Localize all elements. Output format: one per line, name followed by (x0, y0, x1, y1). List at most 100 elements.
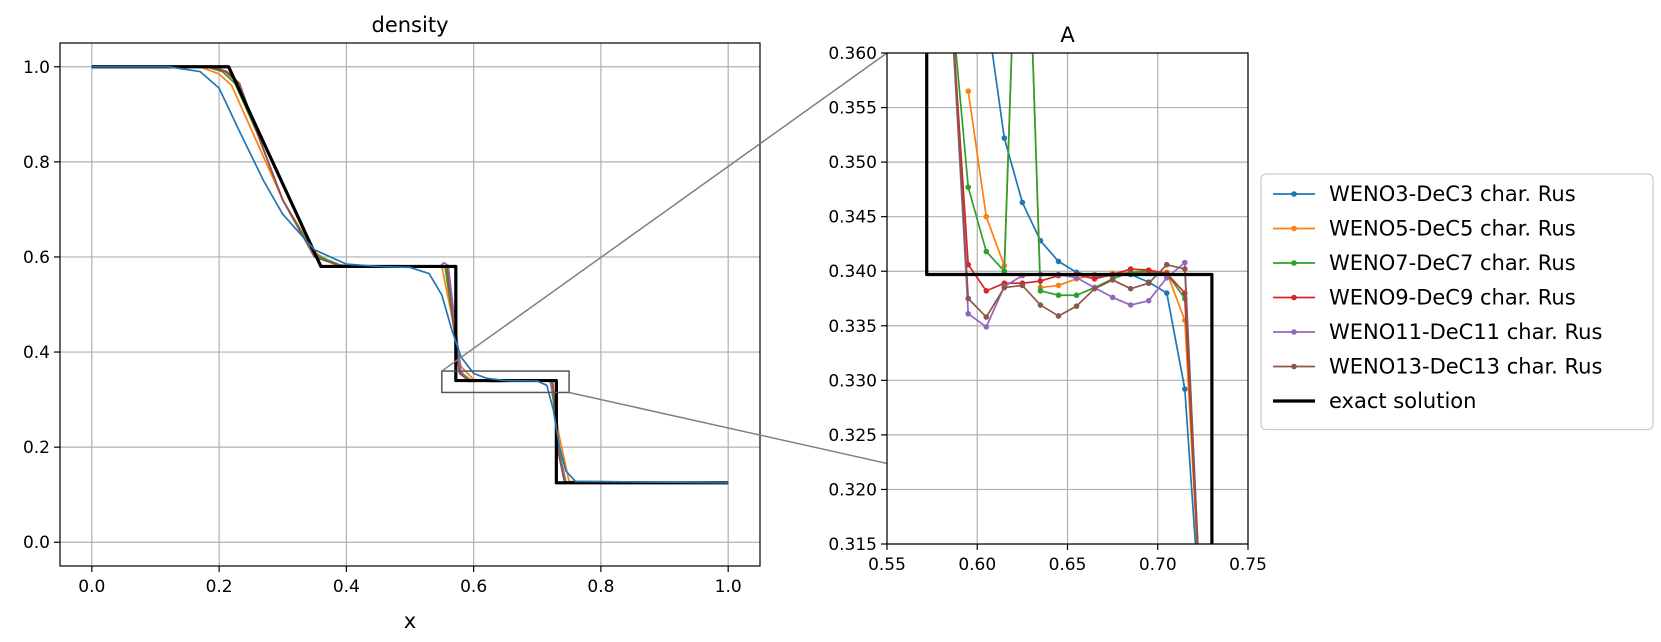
zoom-point-weno13-dec13-char-rus (1145, 280, 1152, 287)
legend-label: WENO3-DeC3 char. Rus (1329, 182, 1576, 206)
main-xtick-label: 0.8 (587, 577, 614, 597)
zoom-point-weno13-dec13-char-rus (1127, 285, 1134, 292)
zoom-point-weno11-dec11-char-rus (983, 324, 990, 330)
zoom-point-weno3-dec3-char-rus (1019, 199, 1026, 206)
main-axes-frame (59, 42, 761, 567)
legend-label: WENO5-DeC5 char. Rus (1329, 217, 1576, 241)
main-ytick-label: 0.8 (23, 153, 50, 173)
legend-label: WENO11-DeC11 char. Rus (1329, 320, 1602, 344)
zoom-point-weno11-dec11-char-rus (1073, 274, 1080, 281)
zoom-point-weno3-dec3-char-rus (1182, 386, 1188, 392)
zoom-point-weno13-dec13-char-rus (1037, 302, 1044, 308)
main-xtick-label: 1.0 (715, 577, 742, 597)
zoom-panel: 0.55 0.60 0.65 0.70 0.75 0.315 0.320 0.325 0.330… (828, 7, 1267, 575)
zoom-point-weno13-dec13-char-rus (1182, 266, 1188, 272)
zoom-point-weno11-dec11-char-rus (1127, 302, 1134, 308)
zoom-xtick-label: 0.70 (1139, 555, 1177, 575)
legend-marker (1291, 225, 1297, 232)
zoom-ticks: 0.55 0.60 0.65 0.70 0.75 0.315 0.320 0.325 0.330… (828, 44, 1267, 575)
zoom-point-weno7-dec7-char-rus (1055, 292, 1062, 299)
main-xtick-label: 0.2 (206, 577, 233, 597)
zoom-point-weno9-dec9-char-rus (1127, 266, 1134, 272)
zoom-point-weno13-dec13-char-rus (965, 295, 972, 302)
zoom-point-weno5-dec5-char-rus (983, 213, 990, 220)
main-series-weno3-dec3-char-rus (91, 65, 729, 484)
zoom-point-weno11-dec11-char-rus (965, 310, 972, 317)
zoom-title: A (1060, 23, 1075, 47)
main-series-weno11-dec11-char-rus (91, 65, 729, 484)
main-series-weno13-dec13-char-rus (91, 65, 729, 484)
zoom-point-weno13-dec13-char-rus (1163, 261, 1170, 268)
zoom-ytick-label: 0.360 (828, 44, 877, 64)
zoom-point-weno13-dec13-char-rus (1073, 303, 1080, 309)
main-ytick-label: 1.0 (23, 58, 50, 78)
legend-marker (1291, 260, 1297, 266)
main-series-exact-solution (91, 65, 729, 485)
main-title: density (372, 13, 449, 37)
zoom-point-weno5-dec5-char-rus (965, 88, 972, 94)
zoom-ytick-label: 0.315 (828, 535, 877, 555)
main-series-weno5-dec5-char-rus (91, 65, 729, 484)
zoom-xtick-label: 0.75 (1229, 555, 1267, 575)
zoom-ytick-label: 0.350 (828, 153, 877, 173)
main-xtick-label: 0.6 (460, 577, 487, 597)
zoom-point-weno13-dec13-char-rus (983, 314, 990, 320)
zoom-point-weno3-dec3-char-rus (1001, 135, 1008, 141)
zoom-xtick-label: 0.65 (1049, 555, 1087, 575)
zoom-point-weno9-dec9-char-rus (1037, 278, 1044, 284)
zoom-point-weno13-dec13-char-rus (1055, 313, 1062, 319)
zoom-point-weno7-dec7-char-rus (1001, 268, 1008, 275)
legend-marker (1291, 294, 1297, 301)
legend-marker (1291, 363, 1297, 370)
zoom-ytick-label: 0.325 (828, 426, 877, 446)
zoom-series (925, 7, 1214, 544)
zoom-point-weno7-dec7-char-rus (1037, 288, 1044, 294)
main-zoom-box (441, 370, 570, 394)
main-ytick-label: 0.0 (23, 533, 50, 553)
zoom-point-weno9-dec9-char-rus (983, 288, 990, 294)
main-xlabel: x (404, 609, 416, 633)
zoom-ytick-label: 0.340 (828, 262, 877, 282)
zoom-ytick-label: 0.335 (828, 317, 877, 337)
main-grid (60, 43, 760, 566)
zoom-series-exact-solution (925, 53, 1214, 544)
zoom-point-weno7-dec7-char-rus (1073, 292, 1080, 299)
zoom-ytick-label: 0.355 (828, 99, 877, 119)
main-panel: 0.0 0.2 0.4 0.6 0.8 1.0 0.0 0.2 0.4 0.6 0.8 1.0 den… (23, 13, 761, 633)
legend-label: WENO7-DeC7 char. Rus (1329, 251, 1576, 275)
legend-label: WENO13-DeC13 char. Rus (1329, 355, 1602, 379)
zoom-point-weno3-dec3-char-rus (1163, 290, 1170, 296)
zoom-point-weno3-dec3-char-rus (983, 7, 989, 13)
zoom-ytick-label: 0.330 (828, 371, 877, 391)
zoom-point-weno3-dec3-char-rus (1055, 258, 1062, 265)
legend: WENO3-DeC3 char. Rus WENO5-DeC5 char. Rus… (1260, 173, 1654, 431)
main-series (91, 65, 729, 485)
legend-label: exact solution (1329, 389, 1476, 413)
legend-frame (1260, 173, 1654, 431)
zoom-point-weno13-dec13-char-rus (1019, 282, 1026, 289)
zoom-ytick-label: 0.320 (828, 480, 877, 500)
main-ytick-label: 0.6 (23, 248, 50, 268)
zoom-point-weno9-dec9-char-rus (1091, 276, 1098, 282)
zoom-ytick-label: 0.345 (828, 208, 877, 228)
legend-label: WENO9-DeC9 char. Rus (1329, 286, 1576, 310)
main-series-weno9-dec9-char-rus (91, 65, 729, 484)
zoom-point-weno11-dec11-char-rus (1182, 259, 1188, 266)
main-xtick-label: 0.4 (333, 577, 360, 597)
main-ytick-label: 0.4 (23, 343, 50, 363)
zoom-point-weno13-dec13-char-rus (1109, 277, 1116, 283)
zoom-point-weno11-dec11-char-rus (1163, 274, 1170, 281)
zoom-point-weno9-dec9-char-rus (1145, 267, 1152, 273)
main-ytick-label: 0.2 (23, 438, 50, 458)
zoom-xtick-label: 0.60 (958, 555, 996, 575)
main-ticks: 0.0 0.2 0.4 0.6 0.8 1.0 0.0 0.2 0.4 0.6 0.8 1.0 (23, 58, 742, 597)
zoom-xtick-label: 0.55 (868, 555, 906, 575)
legend-marker (1291, 329, 1297, 335)
zoom-point-weno5-dec5-char-rus (1055, 282, 1062, 289)
zoom-point-weno7-dec7-char-rus (983, 248, 990, 255)
zoom-point-weno13-dec13-char-rus (1091, 285, 1098, 292)
main-xtick-label: 0.0 (78, 577, 105, 597)
connector-line-top (441, 52, 888, 372)
zoom-point-weno7-dec7-char-rus (965, 184, 972, 191)
